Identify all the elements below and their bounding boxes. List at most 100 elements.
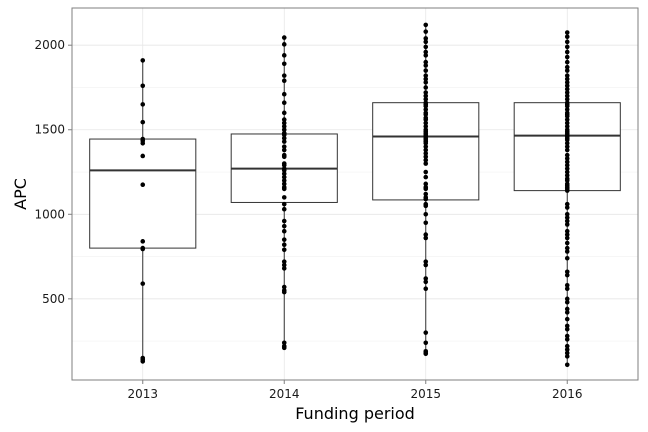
- data-point: [423, 39, 429, 45]
- data-point: [423, 211, 429, 217]
- data-point: [564, 343, 570, 349]
- y-tick-label: 1500: [34, 123, 65, 137]
- data-point: [423, 107, 429, 112]
- data-point: [423, 140, 429, 146]
- data-point: [281, 247, 287, 253]
- data-point: [423, 203, 429, 209]
- data-point: [140, 58, 146, 63]
- data-point: [281, 206, 287, 212]
- data-point: [423, 276, 429, 281]
- data-point: [564, 169, 570, 175]
- data-point: [423, 220, 429, 226]
- data-point: [281, 91, 287, 97]
- data-point: [281, 181, 287, 187]
- data-point: [281, 100, 287, 105]
- data-point: [423, 186, 429, 192]
- data-point: [140, 359, 146, 364]
- data-point: [564, 333, 570, 339]
- x-tick-label: 2014: [269, 387, 300, 401]
- data-point: [564, 347, 570, 352]
- data-point: [140, 140, 146, 146]
- data-point: [564, 306, 570, 312]
- data-point: [281, 147, 287, 153]
- axes: 500 1000 1500 2000 2013 2014 2015 2016: [34, 38, 582, 401]
- x-axis-title: Funding period: [295, 404, 415, 423]
- data-point: [423, 93, 429, 99]
- x-tick-label: 2013: [127, 387, 158, 401]
- data-point: [281, 132, 287, 138]
- data-point: [564, 44, 570, 50]
- data-point: [564, 39, 570, 45]
- data-point: [423, 157, 429, 163]
- data-point: [564, 64, 570, 70]
- data-point: [564, 120, 570, 126]
- data-point: [281, 266, 287, 271]
- data-point: [564, 218, 570, 224]
- data-point: [564, 83, 570, 89]
- data-point: [564, 245, 570, 251]
- data-point: [564, 80, 570, 85]
- data-point: [423, 29, 429, 34]
- data-point: [423, 174, 429, 180]
- data-point: [140, 83, 146, 89]
- data-point: [423, 235, 429, 241]
- data-point: [564, 240, 570, 246]
- data-point: [564, 215, 570, 220]
- data-point: [564, 30, 570, 35]
- data-point: [423, 112, 429, 117]
- data-point: [423, 73, 429, 78]
- data-point: [423, 196, 429, 202]
- data-point: [423, 340, 429, 346]
- data-point: [281, 168, 287, 173]
- data-point: [564, 34, 570, 40]
- data-point: [140, 281, 146, 286]
- data-point: [423, 53, 429, 58]
- data-point: [423, 44, 429, 50]
- data-point: [423, 124, 429, 129]
- data-point: [564, 156, 570, 161]
- data-point: [564, 362, 570, 368]
- data-point: [281, 144, 287, 149]
- data-point: [564, 76, 570, 82]
- data-point: [564, 255, 570, 261]
- data-point: [423, 232, 429, 237]
- data-point: [281, 120, 287, 126]
- data-point: [281, 223, 287, 229]
- data-point: [564, 350, 570, 356]
- data-point: [281, 127, 287, 133]
- data-point: [564, 201, 570, 207]
- data-point: [564, 90, 570, 95]
- data-point: [423, 351, 429, 357]
- data-point: [564, 173, 570, 178]
- data-point: [281, 42, 287, 47]
- data-point: [564, 144, 570, 149]
- data-point: [564, 188, 570, 193]
- data-point: [564, 103, 570, 109]
- data-point: [281, 259, 287, 264]
- panel-border: [71, 7, 639, 381]
- data-point: [281, 201, 287, 207]
- data-point: [140, 102, 146, 107]
- data-point: [140, 153, 146, 159]
- data-point: [281, 186, 287, 192]
- data-point: [423, 161, 429, 166]
- data-point: [281, 73, 287, 78]
- data-point: [281, 171, 287, 177]
- data-point: [281, 218, 287, 224]
- data-point: [564, 152, 570, 158]
- data-point: [423, 90, 429, 95]
- data-point: [564, 205, 570, 210]
- data-point: [423, 154, 429, 160]
- data-point: [564, 269, 570, 275]
- data-point: [564, 178, 570, 183]
- data-point: [564, 140, 570, 146]
- data-point: [564, 232, 570, 237]
- data-point: [564, 283, 570, 288]
- data-point: [423, 103, 429, 109]
- data-point: [564, 286, 570, 291]
- x-tick-label: 2016: [552, 387, 583, 401]
- data-point: [564, 326, 570, 332]
- y-tick-label: 500: [42, 292, 65, 306]
- data-point: [564, 228, 570, 234]
